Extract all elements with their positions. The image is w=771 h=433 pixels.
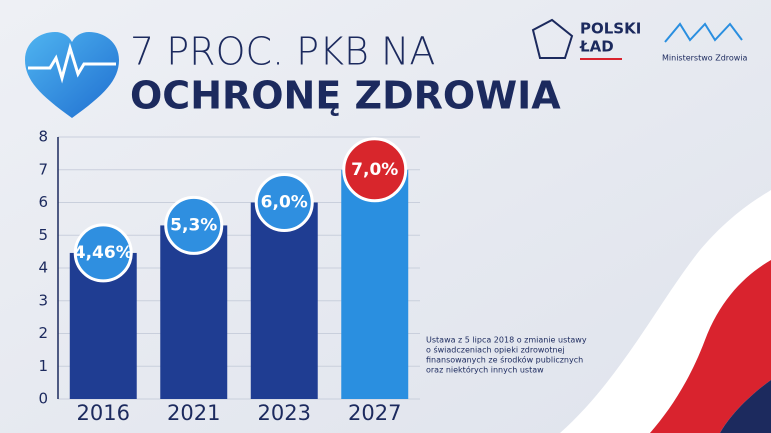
y-tick-label: 4 (38, 259, 48, 277)
note-line: o świadczeniach opieki zdrowotnej (426, 345, 565, 355)
x-tick-label: 2016 (77, 401, 130, 425)
logo-text: ŁAD (579, 38, 614, 56)
value-label: 5,3% (170, 215, 217, 235)
y-tick-label: 3 (38, 291, 48, 309)
value-label: 6,0% (261, 193, 308, 213)
flag-dark (720, 380, 771, 433)
label-bubble (73, 223, 133, 283)
bar (250, 202, 318, 399)
flag-red (650, 260, 771, 433)
label-bubble (342, 137, 408, 203)
flag-white (560, 190, 771, 433)
x-tick-label: 2023 (258, 401, 311, 425)
value-label: 7,0% (351, 160, 398, 180)
bar (341, 169, 409, 399)
label-bubble (254, 173, 314, 232)
x-tick-label: 2021 (167, 401, 220, 425)
y-tick-label: 8 (38, 128, 48, 146)
note: Ustawa z 5 lipca 2018 o zmianie ustawyo … (426, 336, 587, 375)
heart-icon (25, 32, 119, 118)
note-line: oraz niektórych innych ustaw (426, 365, 544, 375)
y-tick-label: 1 (38, 357, 48, 375)
label-bubble (164, 195, 224, 255)
y-tick-label: 6 (38, 193, 48, 211)
title: 7 PROC. PKB NA (130, 30, 435, 74)
mz-icon (664, 22, 743, 43)
x-tick-label: 2027 (348, 401, 401, 425)
note-line: finansowanych ze środków publicznych (426, 355, 583, 365)
y-tick-label: 2 (38, 324, 48, 342)
logo-text: Ministerstwo Zdrowia (662, 54, 748, 63)
note-line: Ustawa z 5 lipca 2018 o zmianie ustawy (426, 336, 587, 345)
pulse-line (28, 42, 116, 84)
y-tick-label: 5 (38, 226, 48, 244)
logo-line (580, 58, 622, 60)
subtitle: OCHRONĘ ZDROWIA (130, 74, 561, 118)
y-tick-label: 0 (38, 390, 48, 408)
logo-text: POLSKI (580, 20, 641, 38)
y-tick-label: 7 (38, 160, 48, 178)
value-label: 4,46% (74, 243, 133, 263)
polski-lad-icon (531, 18, 574, 59)
